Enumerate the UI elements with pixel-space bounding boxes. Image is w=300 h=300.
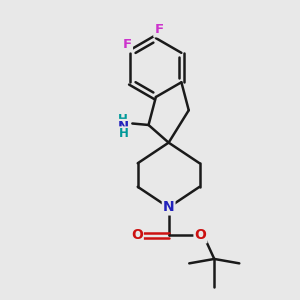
Text: F: F	[123, 38, 132, 51]
Text: F: F	[154, 23, 164, 36]
Text: O: O	[131, 228, 143, 242]
Text: N: N	[163, 200, 175, 214]
Text: H: H	[118, 127, 128, 140]
Text: N: N	[118, 120, 129, 133]
Text: H: H	[118, 112, 128, 126]
Text: O: O	[194, 228, 206, 242]
